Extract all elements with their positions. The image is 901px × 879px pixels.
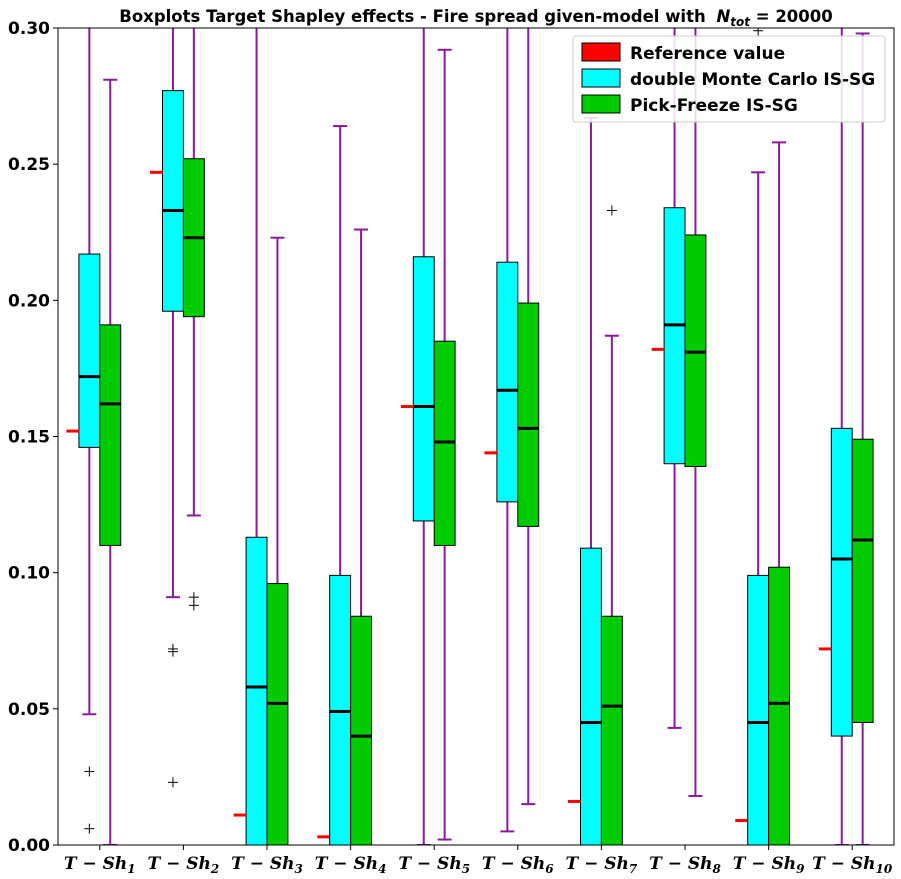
chart-title: Boxplots Target Shapley effects - Fire s… xyxy=(119,7,832,29)
box-double-monte-carlo xyxy=(245,536,268,845)
axes-frame xyxy=(57,27,895,846)
x-tick-label: T − Sh3 xyxy=(231,854,303,876)
y-tick-label: 0.20 xyxy=(8,291,50,311)
legend-label-double-monte-carlo: double Monte Carlo IS-SG xyxy=(630,70,875,90)
legend: Reference value double Monte Carlo IS-SG… xyxy=(572,35,886,123)
x-tick-label-sub: 7 xyxy=(629,862,638,876)
x-tick-label: T − Sh6 xyxy=(482,854,554,876)
box-double-monte-carlo xyxy=(580,547,602,845)
x-tick-label-base: T − Sh xyxy=(733,854,796,874)
x-tick-label-sub: 3 xyxy=(295,862,303,876)
outlier-pick-freeze xyxy=(606,205,617,216)
outlier-double-monte-carlo xyxy=(167,777,178,788)
x-tick-label-base: T − Sh xyxy=(315,854,378,874)
chart-title-math-tail: = 20000 xyxy=(750,7,833,26)
x-tick-label-base: T − Sh xyxy=(482,854,545,874)
chart-title-text: Boxplots Target Shapley effects - Fire s… xyxy=(119,7,705,26)
box-pick-freeze xyxy=(517,302,540,527)
x-tick-label-sub: 2 xyxy=(210,862,219,876)
outlier-double-monte-carlo xyxy=(84,766,95,777)
x-axis: T − Sh1 T − Sh2 T − Sh3 T − Sh4 T − Sh5 T − S… xyxy=(64,845,893,876)
y-tick-label: 0.25 xyxy=(8,155,50,175)
x-tick-label-base: T − Sh xyxy=(649,854,712,874)
x-tick-label: T − Sh7 xyxy=(566,854,638,876)
box-double-monte-carlo xyxy=(162,90,184,312)
x-tick-label: T − Sh4 xyxy=(315,854,387,876)
outlier-pick-freeze xyxy=(188,600,199,611)
x-tick-label-base: T − Sh xyxy=(231,854,294,874)
x-tick-label-sub: 9 xyxy=(796,862,805,876)
plot-area xyxy=(66,28,874,845)
box-pick-freeze xyxy=(851,438,874,723)
x-tick-label-sub: 6 xyxy=(545,862,554,876)
plot-content xyxy=(66,28,874,845)
box-pick-freeze xyxy=(350,615,373,845)
box-pick-freeze xyxy=(600,615,623,845)
outlier-double-monte-carlo xyxy=(167,646,178,657)
y-tick-label: 0.15 xyxy=(8,428,50,448)
y-axis: 0.00 0.05 0.10 0.15 0.20 0.25 0.30 xyxy=(8,19,58,856)
legend-swatch-double-monte-carlo xyxy=(581,68,621,88)
x-tick-label-sub: 8 xyxy=(713,862,722,876)
legend-label-reference: Reference value xyxy=(630,44,785,64)
x-tick-label-base: T − Sh xyxy=(148,854,211,874)
legend-frame xyxy=(572,35,886,123)
legend-label-pick-freeze: Pick-Freeze IS-SG xyxy=(630,96,798,116)
x-tick-label: T − Sh9 xyxy=(733,854,805,876)
x-tick-label: T − Sh1 xyxy=(64,854,136,876)
legend-entry-double-monte-carlo: double Monte Carlo IS-SG xyxy=(581,68,875,90)
x-tick-label-base: T − Sh xyxy=(812,854,875,874)
box-pick-freeze xyxy=(768,566,790,845)
outlier-double-monte-carlo xyxy=(753,28,764,36)
y-tick-label: 0.30 xyxy=(8,19,50,39)
x-tick-label-sub: 4 xyxy=(378,862,386,876)
x-tick-label-sub: 5 xyxy=(462,862,470,876)
box-pick-freeze xyxy=(99,324,122,546)
box-double-monte-carlo xyxy=(496,261,519,503)
box-pick-freeze xyxy=(266,583,289,845)
chart-title-math-base: N xyxy=(716,7,730,26)
x-tick-label: T − Sh2 xyxy=(148,854,220,876)
legend-entry-pick-freeze: Pick-Freeze IS-SG xyxy=(581,94,798,116)
box-double-monte-carlo xyxy=(830,427,853,737)
box-double-monte-carlo xyxy=(78,253,101,448)
x-tick-label: T − Sh5 xyxy=(398,854,470,876)
box-double-monte-carlo xyxy=(663,207,686,465)
legend-swatch-reference xyxy=(581,42,621,62)
x-tick-label: T − Sh8 xyxy=(649,854,721,876)
y-tick-label: 0.10 xyxy=(8,564,50,584)
outlier-double-monte-carlo xyxy=(84,823,95,834)
legend-entry-reference: Reference value xyxy=(581,42,785,64)
y-tick-label: 0.00 xyxy=(8,836,50,856)
x-tick-label: T − Sh10 xyxy=(812,854,893,876)
x-tick-label-sub: 1 xyxy=(127,862,135,876)
x-tick-label-base: T − Sh xyxy=(566,854,629,874)
x-tick-label-sub: 10 xyxy=(876,862,893,876)
box-double-monte-carlo xyxy=(747,574,770,845)
y-tick-label: 0.05 xyxy=(8,700,50,720)
x-tick-label-base: T − Sh xyxy=(398,854,461,874)
chart-title-math-sub: tot xyxy=(730,15,751,29)
legend-swatch-pick-freeze xyxy=(581,94,621,114)
x-tick-label-base: T − Sh xyxy=(64,854,127,874)
box-double-monte-carlo xyxy=(412,256,435,522)
